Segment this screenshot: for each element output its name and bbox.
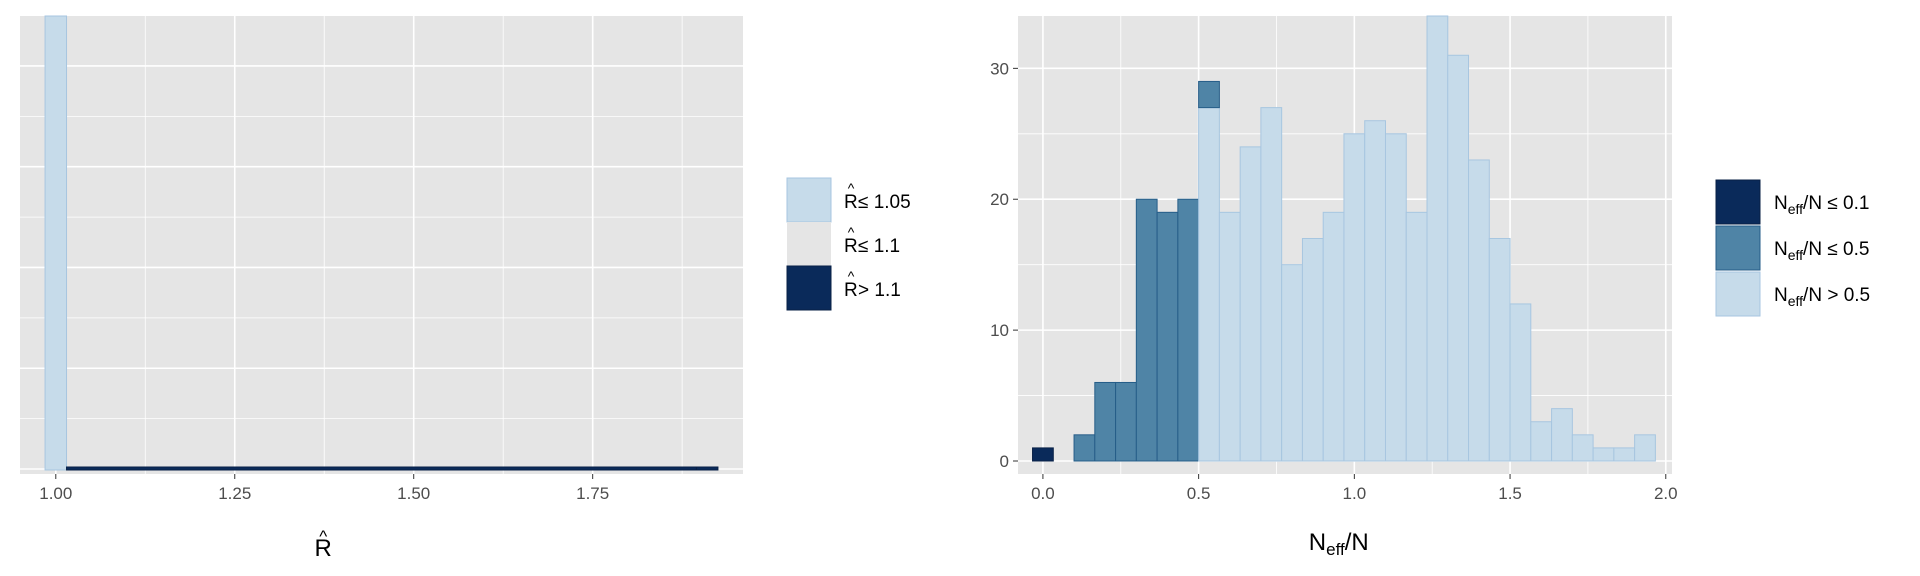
neff-x-tick-label: 1.5 (1498, 484, 1522, 503)
neff-bar (1551, 408, 1573, 462)
neff-bar-segment (1198, 80, 1220, 109)
neff-bar (1156, 211, 1179, 462)
neff-y-tick-label: 10 (990, 321, 1009, 340)
neff-x-axis-title-tail: /N (1345, 529, 1369, 556)
neff-bar (1239, 146, 1262, 462)
neff-bar (1364, 120, 1387, 462)
rhat-legend-label: R (844, 280, 858, 301)
neff-x-axis: 0.0 0.5 1.0 1.5 2.0 (1031, 474, 1678, 503)
rhat-legend-label: R (844, 236, 858, 257)
neff-bar (1322, 211, 1345, 462)
neff-legend-suffix: /N ≤ 0.1 (1803, 193, 1869, 214)
neff-legend-label: Neff/N ≤ 0.1 (1774, 193, 1869, 217)
rhat-bar (695, 466, 719, 471)
rhat-x-tick-label: 1.25 (218, 484, 251, 503)
rhat-bars (44, 15, 719, 471)
neff-legend-key (1715, 271, 1761, 317)
neff-legend-sub: eff (1788, 247, 1803, 263)
neff-bar (1405, 211, 1428, 462)
rhat-legend-key (786, 265, 832, 311)
neff-x-tick-label: 2.0 (1654, 484, 1678, 503)
neff-bars (1032, 15, 1656, 462)
rhat-legend-accent: ^ (848, 224, 855, 240)
neff-legend-suffix: /N > 0.5 (1803, 285, 1870, 306)
neff-x-axis-title-main: N (1309, 529, 1326, 556)
neff-y-tick-label: 20 (990, 190, 1009, 209)
rhat-legend: ^R ≤ 1.05^R ≤ 1.1^R > 1.1 (786, 177, 911, 311)
rhat-gridlines (20, 15, 743, 474)
rhat-plot-background (20, 16, 743, 474)
rhat-bar (44, 15, 68, 471)
neff-legend-label: Neff/N ≤ 0.5 (1774, 239, 1869, 263)
neff-bar (1509, 303, 1532, 462)
neff-bar (1177, 198, 1200, 462)
neff-bar (1468, 159, 1490, 462)
rhat-legend-suffix: ≤ 1.05 (858, 192, 911, 213)
neff-bar (1488, 238, 1511, 462)
rhat-legend-key (787, 222, 831, 266)
neff-bar (1301, 238, 1324, 462)
rhat-legend-label: R (844, 192, 858, 213)
neff-bar (1281, 264, 1303, 462)
rhat-legend-accent: ^ (848, 180, 855, 196)
neff-y-axis: 0 10 20 30 (990, 59, 1018, 471)
neff-y-tick-label: 0 (1000, 452, 1009, 471)
neff-bar (1384, 133, 1407, 462)
neff-legend-sub: eff (1788, 201, 1803, 217)
rhat-x-axis: 1.00 1.25 1.50 1.75 (39, 474, 609, 503)
neff-legend-sub: eff (1788, 293, 1803, 309)
neff-bar (1592, 447, 1615, 462)
rhat-histogram-panel: 1.00 1.25 1.50 1.75 R ^ ^R ≤ 1.05^R ≤ 1.1^R… (20, 15, 911, 562)
rhat-bar (66, 466, 697, 471)
neff-legend-suffix: /N ≤ 0.5 (1803, 239, 1869, 260)
neff-x-axis-title: Neff/N (1309, 529, 1369, 559)
neff-legend-key (1715, 179, 1761, 225)
neff-bar (1571, 434, 1594, 462)
rhat-x-axis-title: R (315, 535, 332, 562)
rhat-x-axis-title-base: R (315, 535, 332, 562)
neff-bar (1260, 107, 1283, 462)
neff-bar (1073, 434, 1096, 462)
neff-legend-main: N (1774, 193, 1788, 214)
rhat-legend-suffix: ≤ 1.1 (858, 236, 900, 257)
neff-bar (1135, 198, 1158, 462)
neff-bar (1032, 447, 1054, 462)
neff-bar (1343, 133, 1366, 462)
neff-x-axis-title-subscript: eff (1326, 540, 1345, 559)
neff-bar (1634, 434, 1656, 462)
neff-x-tick-label: 1.0 (1343, 484, 1367, 503)
neff-bar (1447, 54, 1470, 462)
rhat-x-axis-title-accent: ^ (319, 527, 327, 546)
neff-legend-label: Neff/N > 0.5 (1774, 285, 1870, 309)
rhat-legend-suffix: > 1.1 (858, 280, 901, 301)
neff-x-tick-label: 0.0 (1031, 484, 1055, 503)
neff-y-tick-label: 30 (990, 59, 1009, 78)
neff-histogram-panel: 0 10 20 30 0.0 0.5 1.0 1.5 2.0 Neff/N Neff/N ≤ … (990, 15, 1870, 559)
neff-legend-main: N (1774, 285, 1788, 306)
rhat-x-tick-label: 1.00 (39, 484, 72, 503)
neff-bar (1426, 15, 1449, 462)
neff-legend-key (1715, 225, 1761, 271)
neff-bar (1115, 381, 1137, 462)
neff-legend-main: N (1774, 239, 1788, 260)
rhat-x-tick-label: 1.50 (397, 484, 430, 503)
rhat-legend-accent: ^ (848, 268, 855, 284)
rhat-x-tick-label: 1.75 (576, 484, 609, 503)
neff-bar (1218, 211, 1241, 462)
rhat-legend-key (786, 177, 832, 223)
neff-bar (1530, 421, 1553, 462)
neff-bar (1198, 107, 1220, 462)
neff-bar (1094, 381, 1117, 462)
neff-bar (1613, 447, 1636, 462)
neff-x-tick-label: 0.5 (1187, 484, 1211, 503)
